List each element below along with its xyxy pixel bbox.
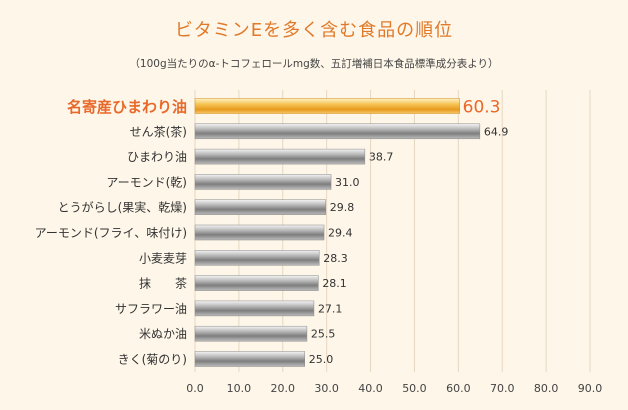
category-label: 米ぬか油 <box>139 327 187 341</box>
bar <box>194 275 319 291</box>
value-label: 38.7 <box>369 151 394 164</box>
x-tick-label: 90.0 <box>578 382 603 395</box>
value-label: 29.8 <box>330 201 355 214</box>
value-label-highlight: 60.3 <box>463 98 501 118</box>
bar <box>194 123 481 140</box>
value-label: 64.9 <box>484 125 509 138</box>
bar <box>194 148 366 165</box>
bar <box>194 325 308 342</box>
x-tick-label: 40.0 <box>358 382 383 395</box>
x-tick-label: 30.0 <box>314 382 339 395</box>
bar <box>194 300 315 317</box>
x-tick-label: 0.0 <box>186 382 204 395</box>
x-tick-label: 50.0 <box>402 382 427 395</box>
x-tick-label: 10.0 <box>227 382 252 395</box>
bar <box>194 199 327 215</box>
x-tick-label: 60.0 <box>446 382 471 395</box>
chart-title: ビタミンEを多く含む食品の順位 <box>174 20 454 41</box>
category-label: アーモンド(フライ、味付け) <box>35 226 187 240</box>
x-tick-label: 20.0 <box>271 382 296 395</box>
category-label: とうがらし(果実、乾燥) <box>58 200 187 215</box>
chart-subtitle: （100g当たりのα-トコフェロールmg数、五訂増補日本食品標準成分表より） <box>129 58 499 70</box>
x-tick-label: 80.0 <box>534 382 559 395</box>
category-label: 小麦麦芽 <box>139 251 187 265</box>
category-label: せん茶(茶) <box>130 124 187 139</box>
category-label: きく(菊のり) <box>118 353 187 367</box>
value-label: 31.0 <box>335 176 360 189</box>
bar <box>194 174 332 190</box>
category-label: サフラワー油 <box>115 302 187 316</box>
category-label: アーモンド(乾) <box>106 175 187 189</box>
bar <box>194 250 320 266</box>
value-label: 27.1 <box>318 302 343 315</box>
value-label: 28.3 <box>323 252 348 265</box>
category-label: 抹 茶 <box>139 276 187 291</box>
category-label: ひまわり油 <box>127 150 187 164</box>
value-label: 28.1 <box>322 277 347 290</box>
bar <box>194 351 305 367</box>
value-label: 25.0 <box>309 353 334 366</box>
x-tick-label: 70.0 <box>490 382 515 395</box>
value-label: 29.4 <box>328 227 353 240</box>
value-label: 25.5 <box>311 328 336 341</box>
bar <box>194 224 325 241</box>
category-label-highlight: 名寄産ひまわり油 <box>67 98 187 116</box>
bar-highlight <box>194 98 460 114</box>
